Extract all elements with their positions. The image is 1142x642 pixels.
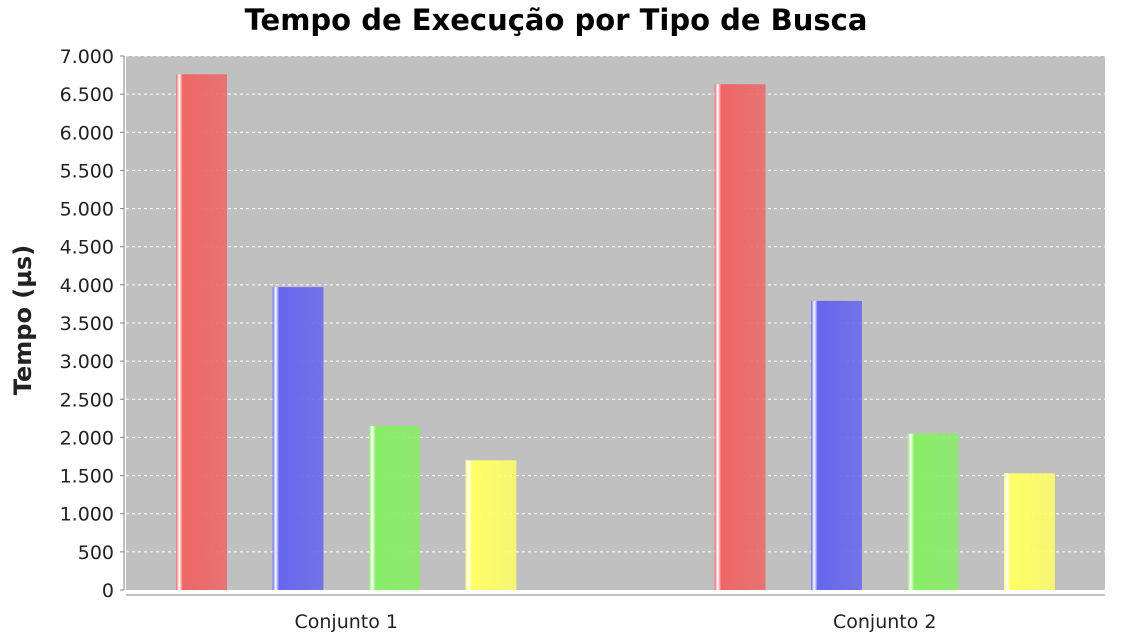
bar: [1004, 473, 1055, 590]
y-tick-label: 5.500: [60, 160, 114, 182]
bar: [465, 460, 517, 590]
y-tick-label: 1.500: [60, 466, 114, 488]
bar: [907, 433, 959, 590]
y-tick-label: 7.000: [60, 46, 114, 68]
chart-title: Tempo de Execução por Tipo de Busca: [245, 3, 868, 37]
y-tick-label: 6.500: [60, 84, 114, 106]
y-tick-label: 500: [78, 542, 114, 564]
y-tick-label: 4.000: [60, 275, 114, 297]
axes: [120, 55, 1105, 596]
bar: [714, 84, 766, 591]
y-tick-label: 4.500: [60, 237, 114, 259]
x-category-label: Conjunto 1: [295, 611, 399, 633]
y-tick-label: 2.500: [60, 389, 114, 411]
y-tick-label: 3.000: [60, 351, 114, 373]
bar: [176, 74, 227, 590]
y-tick-label: 3.500: [60, 313, 114, 335]
y-axis-label: Tempo (µs): [9, 245, 37, 395]
y-tick-label: 1.000: [60, 504, 114, 526]
y-tick-labels: 0 500 1.000 1.500 2.000 2.500 3.000 3.500 4.000 4…: [60, 46, 114, 602]
y-tick-label: 5.000: [60, 199, 114, 221]
x-category-label: Conjunto 2: [833, 611, 937, 633]
bar: [811, 300, 862, 590]
y-tick-label: 0: [102, 580, 114, 602]
bar: [272, 287, 324, 590]
y-tick-label: 2.000: [60, 427, 114, 449]
x-category-labels: Conjunto 1 Conjunto 2: [295, 611, 937, 633]
bars: [176, 74, 1055, 591]
y-tick-label: 6.000: [60, 122, 114, 144]
bar: [369, 425, 420, 590]
